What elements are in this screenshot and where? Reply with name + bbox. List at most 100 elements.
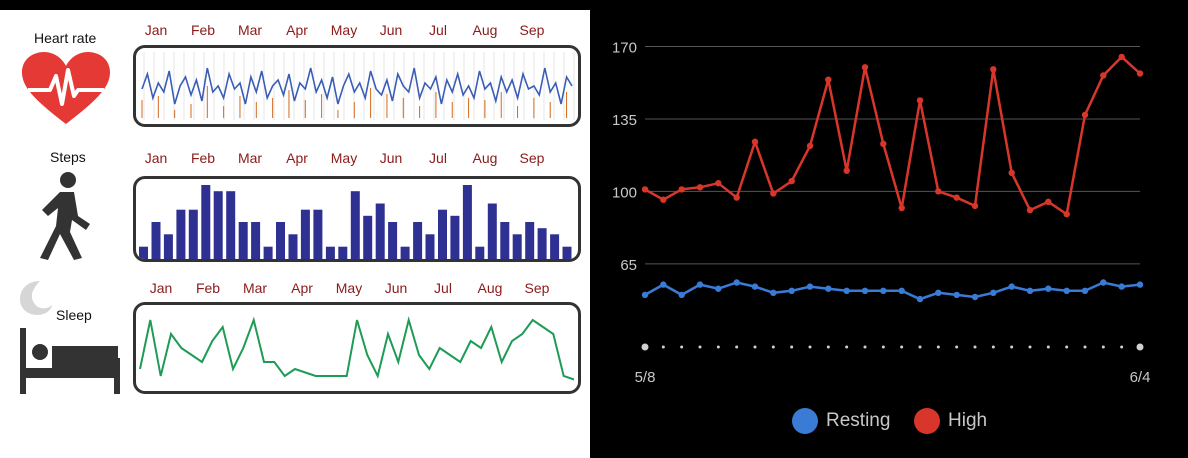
month-label: Sep <box>519 150 545 166</box>
steps-bar <box>350 191 360 259</box>
steps-bar <box>238 222 248 259</box>
high-point <box>916 97 924 104</box>
high-point <box>898 204 905 212</box>
steps-bar <box>300 209 310 259</box>
month-label: Mar <box>242 280 268 296</box>
y-tick-label: 135 <box>612 112 637 129</box>
high-point <box>990 66 997 73</box>
x-axis-dot <box>661 345 665 349</box>
resting-legend-dot <box>792 408 818 434</box>
activity-panel: Heart rate Jan Feb Mar Apr May Jun Jul Aug Sep S… <box>0 10 590 458</box>
resting-point <box>1081 287 1089 294</box>
resting-point <box>898 287 905 294</box>
high-point <box>733 194 740 201</box>
steps-bar <box>487 203 497 259</box>
x-axis-dot <box>771 345 775 349</box>
resting-point <box>843 287 850 294</box>
x-axis-dot <box>641 343 649 351</box>
resting-point <box>641 291 649 299</box>
x-axis-dot <box>1010 345 1014 349</box>
steps-bar <box>188 209 198 259</box>
steps-bar <box>438 209 447 259</box>
resting-legend-label: Resting <box>826 410 891 431</box>
steps-bar <box>537 228 547 259</box>
x-axis-dot <box>973 345 977 349</box>
month-label: Feb <box>190 150 216 166</box>
steps-bar <box>325 246 335 259</box>
high-point <box>806 142 814 150</box>
resting-point <box>1063 287 1070 294</box>
resting-point <box>880 287 887 294</box>
high-legend-dot <box>914 408 940 434</box>
month-label: Mar <box>237 150 263 166</box>
high-point <box>1045 198 1052 205</box>
month-label: Jul <box>429 150 447 166</box>
x-axis-dot <box>955 345 959 349</box>
heart-rate-label: Heart rate <box>34 30 97 46</box>
legend-high: High <box>914 408 987 434</box>
high-legend-label: High <box>948 410 988 431</box>
x-axis-dot <box>1046 345 1050 349</box>
x-axis-dot <box>936 345 940 349</box>
y-tick-label: 65 <box>620 257 637 274</box>
high-point <box>935 188 942 195</box>
month-label: Aug <box>472 150 498 166</box>
heart-ecg-icon <box>22 52 110 124</box>
steps-bar <box>363 215 373 259</box>
steps-bar <box>139 246 148 259</box>
steps-bar <box>276 222 285 259</box>
x-axis-dot <box>698 345 702 349</box>
resting-point <box>953 291 960 299</box>
high-point <box>715 180 722 187</box>
resting-point <box>733 279 740 286</box>
x-axis-dot <box>845 345 849 349</box>
steps-bar <box>475 246 485 259</box>
steps-bar <box>375 203 385 259</box>
x-axis-dot <box>1028 345 1032 349</box>
month-label: Jun <box>384 280 408 296</box>
month-label: Jul <box>429 22 447 38</box>
steps-bar <box>413 222 423 259</box>
resting-point <box>1008 283 1015 290</box>
sleep-plot <box>139 316 575 381</box>
heart-rate-chart <box>133 45 581 127</box>
steps-bar <box>313 209 323 259</box>
high-point <box>1118 53 1125 61</box>
x-axis-dot <box>1083 345 1087 349</box>
steps-bar <box>400 246 410 259</box>
x-axis-dot <box>1101 345 1105 349</box>
resting-point <box>770 289 777 296</box>
steps-bar <box>288 234 298 259</box>
month-label: Apr <box>291 280 313 296</box>
high-point <box>971 202 979 210</box>
steps-bar <box>425 234 435 259</box>
high-point <box>861 64 869 71</box>
month-label: Feb <box>195 280 221 296</box>
x-axis-dot <box>826 345 830 349</box>
month-label: Jan <box>144 150 168 166</box>
high-series-line <box>644 55 1141 217</box>
steps-bar <box>263 246 273 259</box>
high-point <box>953 194 960 201</box>
steps-bar <box>201 185 211 259</box>
steps-bar <box>450 215 460 259</box>
steps-month-axis: Jan Feb Mar Apr May Jun Jul Aug Sep <box>140 150 580 170</box>
month-label: Jan <box>144 22 168 38</box>
high-point <box>880 140 887 147</box>
month-label: Jun <box>379 22 403 38</box>
resting-point <box>935 289 942 296</box>
heart-rate-month-axis: Jan Feb Mar Apr May Jun Jul Aug Sep <box>140 22 580 42</box>
high-point <box>1100 72 1107 79</box>
high-point <box>1026 206 1034 214</box>
high-point <box>1136 70 1144 77</box>
sleep-month-axis: Jan Feb Mar Apr May Jun Jul Aug Sep <box>140 280 580 300</box>
sleep-label: Sleep <box>56 307 92 323</box>
steps-bar <box>388 222 398 259</box>
y-tick-label: 100 <box>612 184 637 201</box>
x-axis-dot <box>1120 345 1124 349</box>
resting-point <box>660 281 667 288</box>
steps-bar <box>525 222 535 259</box>
month-label: Apr <box>286 22 308 38</box>
x-axis-dot <box>790 345 794 349</box>
x-axis-dot <box>1136 343 1144 351</box>
